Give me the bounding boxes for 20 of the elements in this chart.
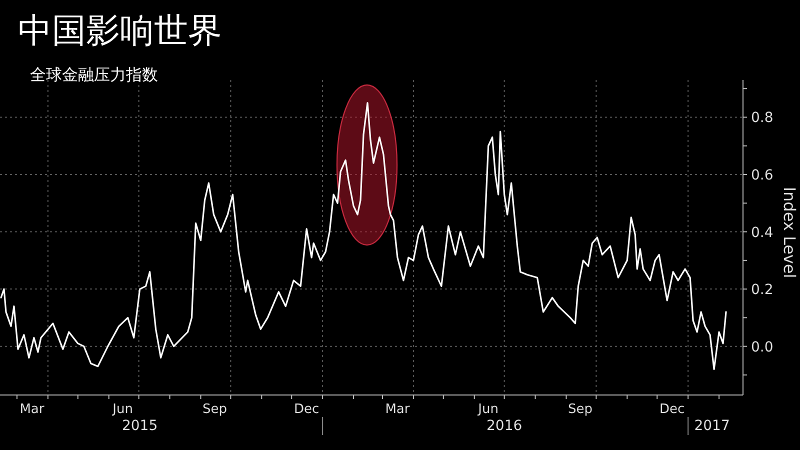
y-tick-label: 0.2: [751, 282, 774, 298]
x-tick-label: Jun: [477, 402, 498, 417]
x2-tick-label: 2015: [122, 418, 158, 434]
y-tick-label: 0.4: [751, 224, 774, 241]
chart-title: 中国影响世界: [18, 11, 222, 51]
x-tick-label: Sep: [202, 402, 227, 417]
x-tick-label: Dec: [660, 402, 685, 417]
y-tick-label: 0.6: [751, 168, 774, 184]
x-tick-label: Jun: [112, 402, 133, 417]
chart-subtitle: 全球金融压力指数: [30, 65, 158, 84]
x-tick-label: Sep: [568, 402, 592, 417]
x-tick-label: Mar: [20, 402, 45, 417]
y-tick-label: 0.8: [751, 110, 774, 126]
line-series: [0, 102, 727, 370]
y-axis-title: Index Level: [780, 186, 799, 278]
x-tick-label: Dec: [294, 402, 320, 417]
y-tick-label: 0.0: [751, 339, 774, 356]
x2-tick-label: 2016: [486, 418, 522, 434]
x2-tick-label: 2017: [694, 418, 730, 434]
x-tick-label: Mar: [385, 402, 410, 417]
